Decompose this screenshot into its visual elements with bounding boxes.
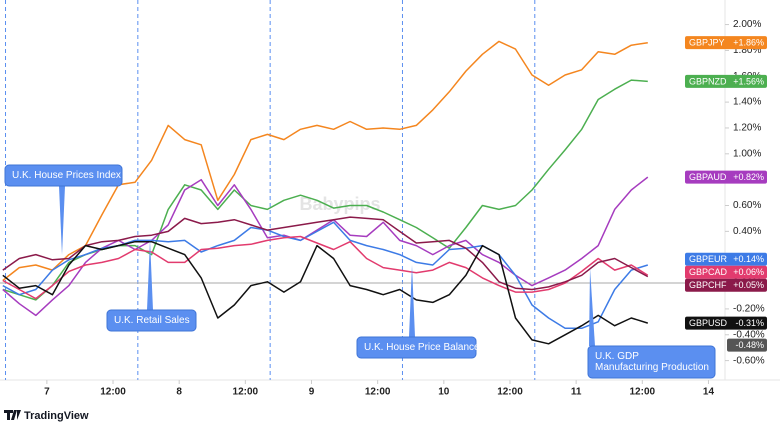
end-tag-name: GBPAUD [689,172,727,182]
end-tag-value: +0.05% [733,280,764,290]
end-tag: GBPEUR +0.14% [685,252,767,266]
end-tag-box [685,252,767,266]
annotation: U.K. House Prices Index [4,164,123,255]
y-tick-label: 0.60% [733,200,761,211]
annotation-pointer [147,240,153,310]
end-tag: GBPCAD +0.06% [685,265,767,279]
x-tick-label: 9 [309,387,315,398]
annotation-box [356,336,477,359]
y-tick-label: 1.00% [733,148,761,159]
end-tag: GBPCHF +0.05% [685,278,767,292]
series-line [2,40,648,282]
end-tag-box [685,36,767,50]
series-line [2,235,649,300]
end-tag-box [685,278,767,292]
series-line [2,240,649,345]
end-tag-name: GBPNZD [689,76,727,86]
annotation-box [106,309,197,332]
end-tag-name: GBPCHF [689,280,727,290]
x-tick-label: 12:00 [497,387,523,398]
x-tick-label: 14 [703,387,715,398]
end-tag: GBPJPY +1.86% [685,36,767,50]
series-line [2,216,649,291]
end-tag-value: +1.86% [733,38,764,48]
y-tick-label: -0.40% [733,329,765,340]
y-tick-label: -0.60% [733,355,765,366]
end-tag-box [685,170,767,184]
end-tag: GBPNZD +1.56% [685,74,767,88]
end-tag-name: GBPUSD [689,318,728,328]
y-tick-label: 1.80% [733,45,761,56]
annotation-text: U.K. Retail Sales [114,315,190,326]
annotation-text: Manufacturing Production [595,362,709,373]
y-tick-label: 1.40% [733,97,761,108]
x-tick-label: 12:00 [630,387,656,398]
end-tag: GBPUSD -0.31% [685,316,767,330]
x-tick-label: 8 [176,387,182,398]
annotation-text: U.K. House Prices Index [12,170,121,181]
brand-icon [4,410,21,420]
annotation-pointer [589,268,595,346]
end-tag: -0.48% [727,338,767,352]
end-tag-name: GBPEUR [689,254,728,264]
y-tick-label: 0.40% [733,226,761,237]
end-tag-name: GBPJPY [689,38,725,48]
y-tick-label: 2.00% [733,19,761,30]
end-tag-name: GBPCAD [689,267,728,277]
annotation-box [4,164,123,187]
x-tick-label: 12:00 [100,387,126,398]
x-tick-label: 12:00 [233,387,259,398]
brand-text: TradingView [24,410,89,422]
annotation-pointer [409,265,415,337]
end-tag-box [685,74,767,88]
x-tick-label: 11 [571,387,582,398]
annotation-text: U.K. House Price Balance [364,342,480,353]
end-tag-value: -0.48% [735,340,764,350]
end-tag-box [685,265,767,279]
annotation-text: U.K. GDP [595,351,639,362]
annotation-box [587,345,716,379]
series-line [2,176,649,317]
end-tag-box [727,338,767,352]
annotation: U.K. Retail Sales [106,240,197,332]
x-tick-label: 10 [438,387,450,398]
end-tag-box [685,316,767,330]
annotation-pointer [59,186,65,255]
end-tag-value: +0.14% [733,254,764,264]
end-tag-value: +0.06% [733,267,764,277]
end-tag-value: -0.31% [735,318,764,328]
end-tag: GBPAUD +0.82% [685,170,767,184]
y-tick-label: -0.20% [733,304,765,315]
annotation: U.K. House Price Balance [356,265,480,359]
x-tick-label: 12:00 [365,387,391,398]
watermark: Babypips [299,194,380,214]
brand-logo: TradingView [4,410,89,422]
end-tag-value: +0.82% [733,172,764,182]
x-tick-label: 7 [44,387,50,398]
end-tag-value: +1.56% [733,76,764,86]
y-tick-label: 1.20% [733,123,761,134]
